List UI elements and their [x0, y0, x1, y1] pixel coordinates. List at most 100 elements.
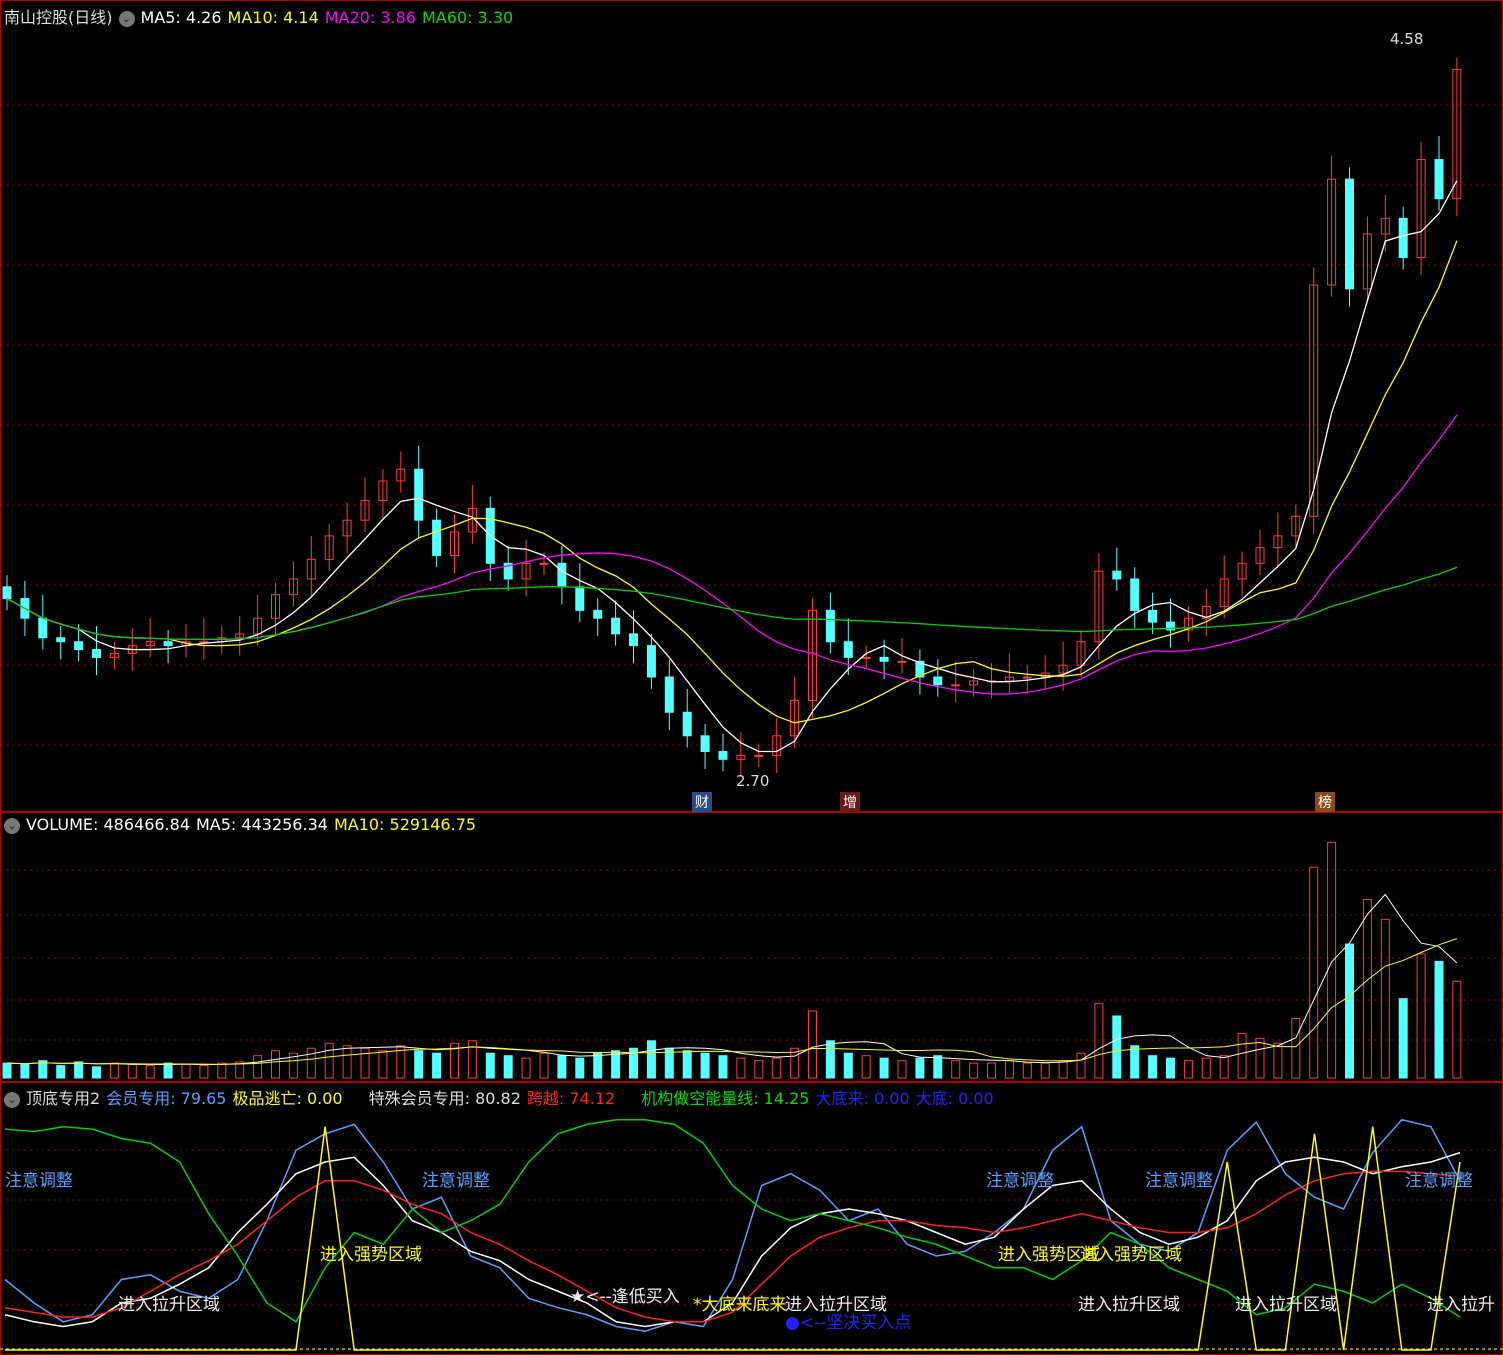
candle-body — [1398, 217, 1408, 259]
volume-bar — [736, 1057, 746, 1079]
candle-body — [629, 633, 638, 647]
volume-bar — [217, 1062, 227, 1079]
volume-bar — [1255, 1037, 1265, 1079]
candle-body — [700, 735, 710, 752]
candle-body — [969, 680, 979, 686]
candle-body — [1094, 570, 1104, 643]
volume-bar — [1130, 1045, 1140, 1079]
volume-bar — [1416, 953, 1426, 1079]
candle-body — [1183, 617, 1193, 631]
volume-bar — [74, 1061, 84, 1079]
volume-bar — [539, 1052, 549, 1079]
volume-bar — [1148, 1055, 1158, 1079]
volume-bar — [521, 1057, 531, 1079]
volume-bar — [1219, 1055, 1229, 1079]
volume-bar — [575, 1057, 585, 1079]
buy-point-label: ●<--坚决买入点 — [785, 1313, 912, 1333]
volume-bar — [1183, 1060, 1193, 1079]
event-badge[interactable]: 榜 — [1315, 792, 1335, 812]
candle-body — [235, 633, 245, 639]
attention-label: 注意调整 — [986, 1171, 1054, 1191]
candle-body — [879, 656, 889, 662]
volume-bar — [1362, 898, 1372, 1079]
member-value: 会员专用: 79.65 — [106, 1089, 227, 1108]
volume-bar — [897, 1060, 907, 1079]
attention-label: 注意调整 — [1145, 1171, 1213, 1191]
volume-bar — [342, 1045, 352, 1079]
volume-bar — [557, 1055, 567, 1079]
volume-bar — [20, 1063, 30, 1079]
volume-bar — [1040, 1062, 1050, 1079]
candle-body — [736, 754, 746, 760]
candle-body — [1345, 178, 1354, 290]
volume-ma5-line — [6, 893, 1458, 1066]
volume-bar — [1273, 1042, 1283, 1079]
volume-bar — [682, 1050, 692, 1079]
attention-label: 注意调整 — [422, 1171, 490, 1191]
high-price-label: 4.58 — [1390, 30, 1424, 48]
volume-bar — [324, 1042, 334, 1079]
candle-body — [1022, 676, 1032, 679]
candle-body — [593, 609, 603, 619]
indicator-line-机构做空能量线 — [4, 1118, 1461, 1323]
stock-title: 南山控股(日线) — [4, 8, 113, 27]
chevron-down-icon[interactable]: ⌄ — [4, 817, 20, 834]
volume-bar — [1076, 1052, 1086, 1079]
escape-value: 极品逃亡: 0.00 — [232, 1089, 343, 1108]
attention-label: 注意调整 — [5, 1171, 73, 1191]
volume-bar — [1022, 1062, 1032, 1079]
candle-body — [360, 500, 370, 521]
volume-bar — [700, 1052, 710, 1079]
indicator-name: 顶底专用2 — [26, 1089, 101, 1108]
ma10-line — [6, 240, 1458, 724]
indicator-header: ⌄ 顶底专用2 会员专用: 79.65 极品逃亡: 0.00 特殊会员专用: 80.82… — [4, 1085, 1000, 1109]
volume-bar — [38, 1060, 48, 1079]
candle-body — [92, 649, 101, 658]
volume-ma10: MA10: 529146.75 — [333, 815, 477, 834]
volume-bar — [306, 1047, 316, 1079]
candle-body — [772, 735, 782, 756]
volume-bar — [629, 1047, 638, 1079]
strong-zone-label: 进入强势区域 — [1080, 1245, 1182, 1265]
volume-bar — [593, 1052, 603, 1079]
volume-bar — [987, 1062, 996, 1079]
price-header: 南山控股(日线) ⌄ MA5: 4.26 MA10: 4.14 MA20: 3.86 MA… — [4, 4, 519, 28]
candle-body — [1130, 578, 1140, 611]
candle-body — [163, 641, 173, 647]
candle-body — [1291, 515, 1301, 537]
ma60-value: MA60: 3.30 — [421, 8, 514, 27]
candle-body — [432, 519, 442, 556]
candle-body — [1255, 547, 1265, 564]
volume-bar — [808, 1010, 817, 1079]
strong-zone-label: 进入强势区域 — [320, 1245, 422, 1265]
candle-body — [1416, 159, 1426, 259]
candle-body — [1237, 562, 1247, 580]
volume-bar — [861, 1055, 871, 1079]
volume-bar — [1345, 943, 1354, 1079]
event-badge[interactable]: 增 — [840, 792, 860, 812]
candle-body — [56, 637, 66, 643]
low-price-label: 2.70 — [736, 772, 770, 790]
low-buy-label: ★<--逢低买入 — [570, 1287, 680, 1307]
ma20-value: MA20: 3.86 — [324, 8, 416, 27]
candle-body — [1434, 159, 1444, 200]
candle-body — [861, 656, 871, 659]
event-badge[interactable]: 财 — [692, 792, 712, 812]
candle-body — [1309, 284, 1319, 517]
candle-body — [109, 652, 119, 658]
ma20-line — [6, 414, 1458, 695]
chevron-down-icon[interactable]: ⌄ — [118, 10, 135, 27]
volume-bar — [843, 1052, 853, 1079]
volume-bar — [1452, 980, 1462, 1079]
candle-body — [324, 535, 334, 560]
strong-zone-label: 进入强势区域 — [998, 1245, 1100, 1265]
ma5-value: MA5: 4.26 — [140, 8, 222, 27]
candle-body — [38, 617, 48, 639]
candle-body — [664, 676, 674, 713]
candle-body — [1004, 676, 1014, 682]
volume-bar — [951, 1060, 961, 1079]
bottom-value: 大底: 0.00 — [915, 1089, 994, 1108]
chevron-down-icon[interactable]: ⌄ — [4, 1091, 20, 1108]
candle-body — [288, 578, 298, 596]
